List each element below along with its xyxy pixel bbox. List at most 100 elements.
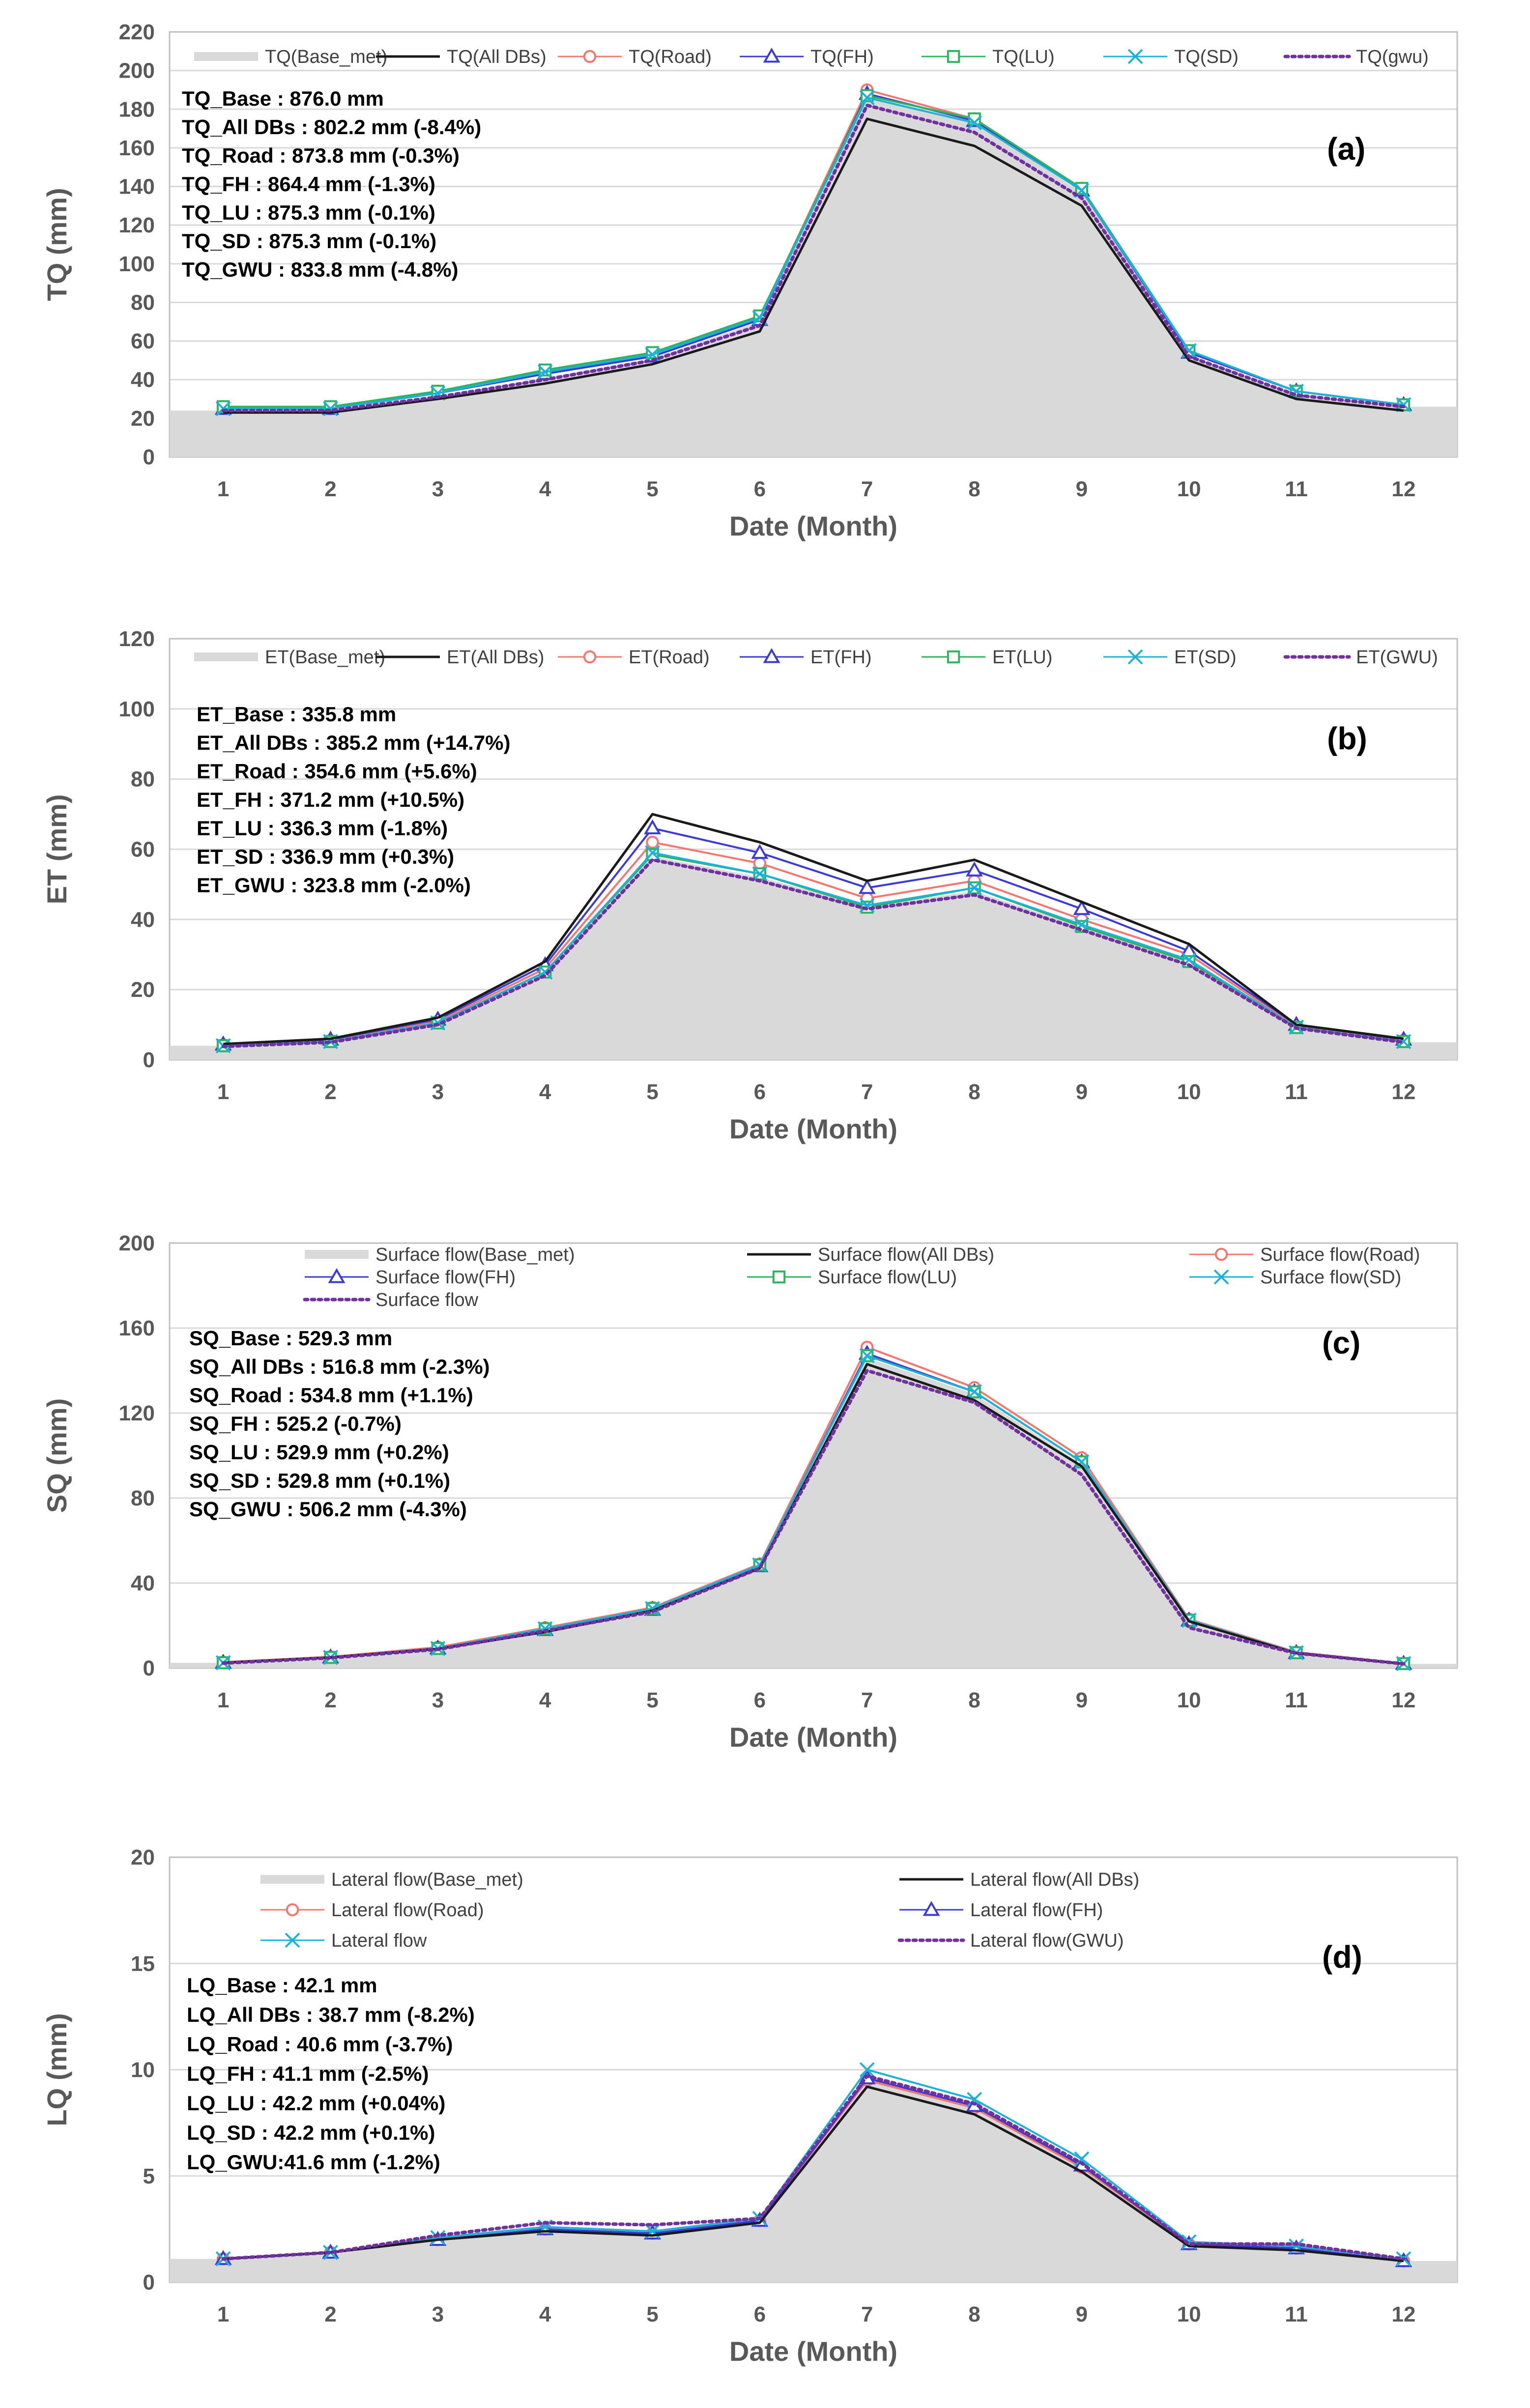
y-tick-label: 0	[143, 445, 155, 469]
legend-item-tq-fh: TQ(FH)	[740, 47, 874, 67]
legend-label: Surface flow	[375, 1290, 479, 1310]
stat-annotation: LQ_All DBs : 38.7 mm (-8.2%)	[187, 2003, 475, 2026]
x-tick-label: 7	[861, 1688, 873, 1712]
y-axis-title: SQ (mm)	[41, 1398, 72, 1513]
stat-annotation: LQ_Base : 42.1 mm	[187, 1974, 377, 1997]
series-area-surface-flow-base-met	[170, 1358, 1457, 1668]
x-axis-title: Date (Month)	[729, 2336, 897, 2367]
x-tick-label: 5	[646, 477, 658, 501]
x-tick-label: 10	[1177, 477, 1201, 501]
y-tick-label: 60	[131, 838, 155, 862]
data-point-et-fh	[644, 819, 661, 835]
y-tick-label: 200	[119, 59, 155, 83]
x-tick-label: 9	[1076, 1688, 1088, 1712]
series-area-tq-base-met	[170, 97, 1457, 457]
series-line-tq-gwu	[221, 103, 1406, 413]
stat-annotation: TQ_Base : 876.0 mm	[182, 87, 384, 110]
legend-label: TQ(Base_met)	[265, 47, 387, 67]
legend-label: TQ(FH)	[810, 47, 874, 67]
legend-item-surface-flow: Surface flow	[303, 1290, 479, 1310]
data-point-lateral-flow	[859, 2062, 875, 2077]
x-tick-label: 8	[968, 1080, 980, 1104]
series-line-et-road	[223, 841, 1404, 1046]
x-tick-label: 3	[432, 477, 444, 501]
x-tick-label: 7	[861, 2302, 873, 2326]
series-line-tq-sd	[223, 96, 1404, 410]
x-tick-label: 9	[1076, 1080, 1088, 1104]
x-tick-label: 2	[324, 2302, 336, 2326]
y-tick-label: 100	[119, 697, 155, 721]
stat-annotation: LQ_GWU:41.6 mm (-1.2%)	[187, 2151, 440, 2174]
data-point-lateral-flow	[1074, 2151, 1090, 2167]
stat-annotation: LQ_Road : 40.6 mm (-3.7%)	[187, 2033, 453, 2056]
x-tick-label: 12	[1391, 1080, 1415, 1104]
legend-marker	[286, 1903, 299, 1917]
legend-label: TQ(All DBs)	[447, 47, 547, 67]
legend-label: Surface flow(All DBs)	[818, 1245, 994, 1265]
x-tick-label: 9	[1076, 2302, 1088, 2326]
legend-swatch	[194, 652, 258, 661]
stat-annotation: ET_SD : 336.9 mm (+0.3%)	[197, 845, 454, 868]
legend-item-surface-flow-road: Surface flow(Road)	[1189, 1245, 1420, 1265]
series-line-surface-flow	[221, 1369, 1406, 1666]
y-tick-label: 220	[119, 20, 155, 44]
data-point-surface-flow-sd	[859, 1348, 875, 1363]
x-tick-label: 12	[1391, 2302, 1415, 2326]
data-point-et-fh	[751, 844, 769, 859]
stat-annotation: SQ_LU : 529.9 mm (+0.2%)	[189, 1441, 449, 1464]
x-tick-label: 11	[1285, 2302, 1308, 2326]
legend-marker	[583, 50, 597, 63]
series-line-tq-all-dbs	[223, 117, 1404, 414]
legend-label: Lateral flow(Base_met)	[331, 1870, 523, 1890]
stat-annotation: TQ_Road : 873.8 mm (-0.3%)	[182, 144, 460, 167]
panel-label: (b)	[1327, 721, 1367, 756]
legend-label: Lateral flow(Road)	[331, 1900, 484, 1921]
x-tick-label: 1	[217, 477, 229, 501]
data-point-et-road	[646, 836, 659, 849]
legend-item-et-road: ET(Road)	[558, 647, 710, 668]
panel-label: (c)	[1322, 1325, 1360, 1360]
legend-swatch	[305, 1250, 369, 1259]
x-tick-label: 3	[432, 2302, 444, 2326]
x-tick-label: 10	[1177, 2302, 1201, 2326]
legend-item-tq-sd: TQ(SD)	[1103, 47, 1239, 67]
x-tick-label: 6	[754, 1080, 766, 1104]
stat-annotation: ET_All DBs : 385.2 mm (+14.7%)	[197, 731, 510, 754]
legend-item-surface-flow-lu: Surface flow(LU)	[747, 1267, 957, 1288]
legend-label: Surface flow(Road)	[1260, 1245, 1420, 1265]
x-axis-title: Date (Month)	[729, 1722, 897, 1753]
stat-annotation: SQ_GWU : 506.2 mm (-4.3%)	[189, 1498, 467, 1521]
stat-annotation: ET_LU : 336.3 mm (-1.8%)	[197, 817, 448, 840]
data-point-et-fh	[1073, 900, 1091, 915]
legend-marker	[328, 1268, 346, 1283]
y-tick-label: 80	[131, 290, 155, 314]
y-tick-label: 10	[131, 2058, 155, 2082]
series-line-lateral-flow-all-dbs	[223, 2085, 1404, 2263]
legend-label: TQ(LU)	[992, 47, 1055, 67]
data-point-et-fh	[858, 879, 876, 894]
legend-label: Lateral flow(All DBs)	[970, 1870, 1139, 1890]
y-tick-label: 15	[131, 1952, 155, 1976]
x-tick-label: 3	[432, 1080, 444, 1104]
stat-annotation: ET_GWU : 323.8 mm (-2.0%)	[197, 874, 471, 897]
data-point-et-sd	[967, 880, 982, 896]
y-tick-label: 5	[143, 2164, 155, 2188]
stat-annotation: SQ_Base : 529.3 mm	[189, 1327, 392, 1350]
y-axis-title: ET (mm)	[41, 794, 72, 905]
x-axis-title: Date (Month)	[729, 510, 897, 541]
legend-label: ET(Road)	[629, 647, 710, 668]
stat-annotation: LQ_FH : 41.1 mm (-2.5%)	[187, 2062, 429, 2085]
legend-swatch	[260, 1875, 324, 1884]
x-tick-label: 2	[324, 477, 336, 501]
y-tick-label: 140	[119, 175, 155, 199]
legend-marker	[763, 648, 780, 663]
x-tick-label: 4	[539, 2302, 551, 2326]
stat-annotation: TQ_SD : 875.3 mm (-0.1%)	[182, 229, 436, 253]
y-tick-label: 180	[119, 97, 155, 121]
x-tick-label: 11	[1285, 477, 1308, 501]
series-line-et-fh	[223, 827, 1404, 1046]
legend-item-lateral-flow-all-dbs: Lateral flow(All DBs)	[899, 1870, 1139, 1890]
x-tick-label: 7	[861, 477, 873, 501]
